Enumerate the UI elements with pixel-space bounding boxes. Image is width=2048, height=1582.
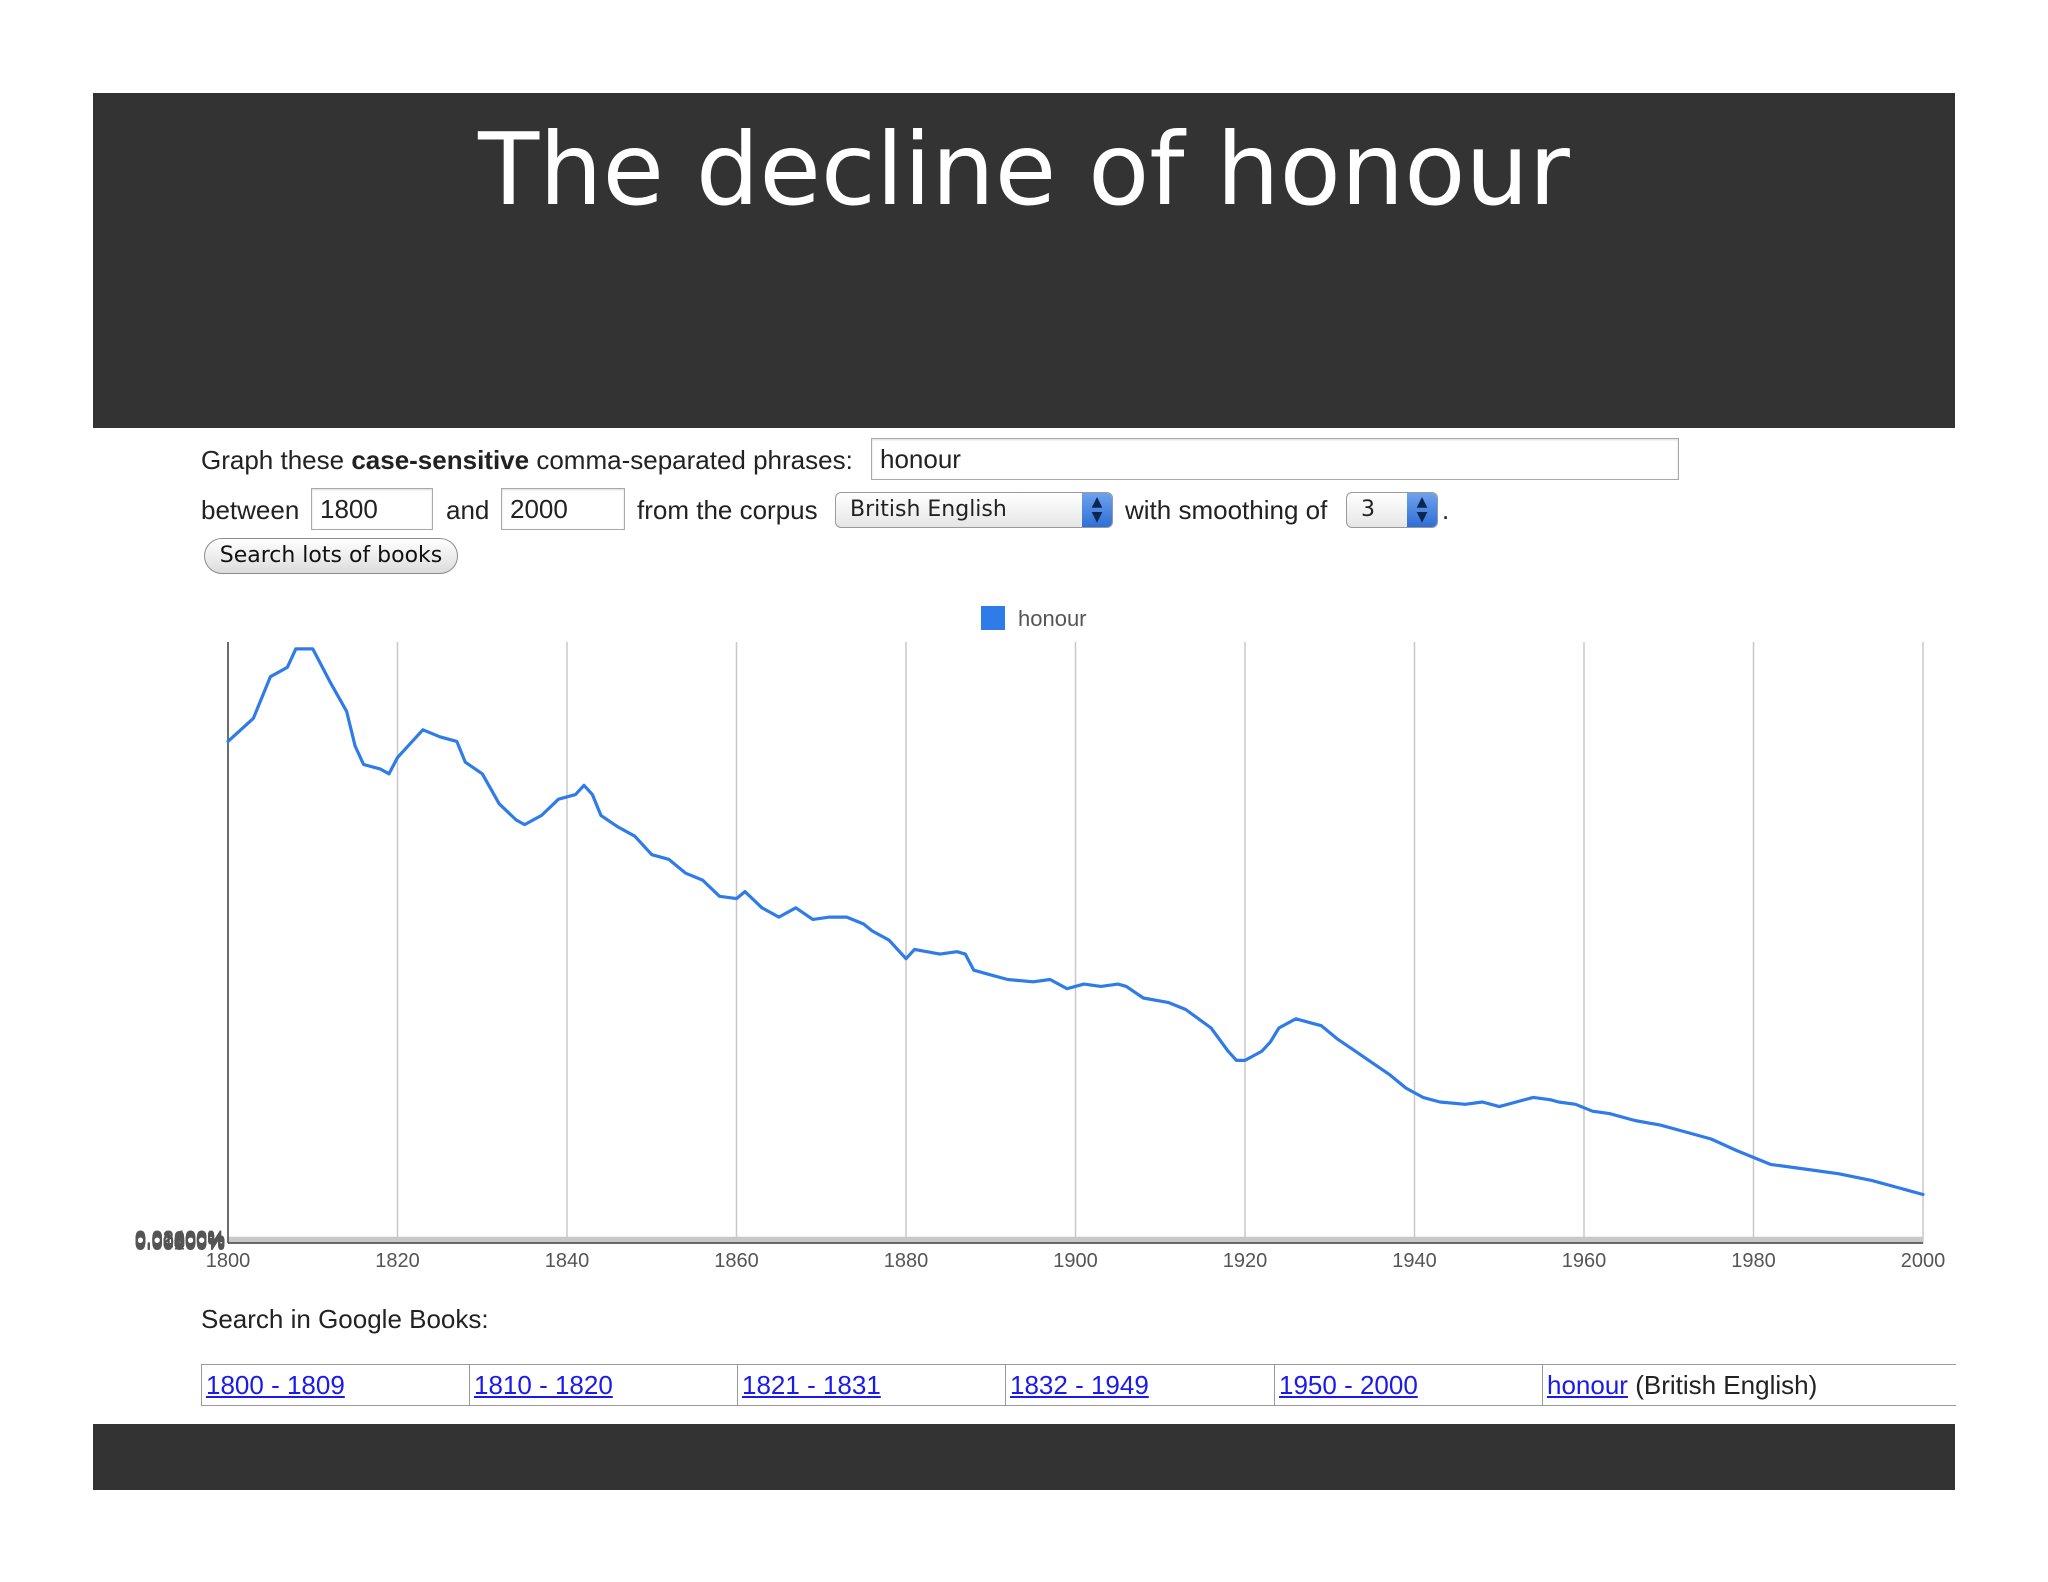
legend-swatch-honour [981,606,1005,630]
y-tick-label: 0.00400% [135,1232,225,1254]
chart-grid [227,642,1924,1244]
x-tick-label: 1800 [206,1250,251,1272]
phrases-input[interactable]: honour [871,438,1679,480]
x-tick-label: 1940 [1392,1250,1437,1272]
y-tick-label: 0.02200% [135,1228,225,1250]
gb-link-1810-1820[interactable]: 1810 - 1820 [474,1370,613,1400]
gb-query-suffix: (British English) [1627,1370,1818,1400]
chart-series [226,647,1925,1197]
corpus-select-value: British English [850,497,1007,522]
google-books-title: Search in Google Books: [201,1304,489,1334]
period-text: . [1442,495,1450,525]
y-tick-label: 0.02000% [135,1228,225,1250]
google-books-links: 1800 - 1809 1810 - 1820 1821 - 1831 1832… [201,1364,1956,1406]
footer-band [93,1424,1955,1490]
gb-link-1832-1949[interactable]: 1832 - 1949 [1010,1370,1149,1400]
graph-bold: case-sensitive [351,445,530,475]
corpus-select[interactable]: British English ▲ ▼ [835,492,1113,528]
corpus-label: from the corpus [637,495,818,525]
up-down-arrows-icon: ▲ ▼ [1407,493,1437,527]
x-tick-label: 1840 [545,1250,590,1272]
gb-link-1821-1831[interactable]: 1821 - 1831 [742,1370,881,1400]
gb-cell: 1810 - 1820 [469,1365,737,1405]
x-tick-label: 1920 [1223,1250,1268,1272]
gb-link-1950-2000[interactable]: 1950 - 2000 [1279,1370,1418,1400]
gb-link-1800-1809[interactable]: 1800 - 1809 [206,1370,345,1400]
series-line-honour [226,647,1925,1197]
gb-link-honour[interactable]: honour [1547,1370,1628,1400]
x-tick-label: 1820 [375,1250,420,1272]
y-tick-label: 0.01600% [135,1229,225,1251]
end-year-input[interactable]: 2000 [501,488,625,530]
gb-cell: 1821 - 1831 [737,1365,1005,1405]
smoothing-select[interactable]: 3 ▲ ▼ [1346,492,1438,528]
y-tick-label: 0.00800% [135,1231,225,1253]
y-tick-label: 0.00600% [135,1232,225,1254]
start-year-input[interactable]: 1800 [311,488,433,530]
up-down-arrows-icon: ▲ ▼ [1082,493,1112,527]
legend-label-honour: honour [1018,606,1087,631]
frequency-chart: 0.00000%0.00200%0.00400%0.00600%0.00800%… [135,606,1946,1272]
gb-cell: 1950 - 2000 [1274,1365,1542,1405]
y-tick-label: 0.01200% [135,1230,225,1252]
y-tick-label: 0.01400% [135,1230,225,1252]
x-tick-label: 1960 [1562,1250,1607,1272]
gb-cell: 1800 - 1809 [201,1365,469,1405]
title-band [93,93,1955,428]
x-axis-ticks: 1800 1820 1840 1860 1880 1900 1920 1940 1960 1980… [206,1250,1946,1272]
graph-suffix: comma-separated phrases: [529,445,853,475]
y-axis-ticks: 0.00000%0.00200%0.00400%0.00600%0.00800%… [135,1227,225,1255]
and-label: and [446,495,490,525]
smoothing-select-value: 3 [1361,497,1375,522]
smoothing-label: with smoothing of [1125,495,1328,525]
y-tick-label: 0.00200% [135,1233,225,1255]
y-tick-label: 0.01000% [135,1231,225,1253]
graph-prefix: Graph these [201,445,352,475]
search-books-button[interactable]: Search lots of books [204,538,458,574]
x-tick-label: 1860 [714,1250,759,1272]
slide-title: The decline of honour [478,111,1570,228]
y-tick-label: 0.01800% [135,1229,225,1251]
chart-legend: honour [981,606,1087,631]
between-label: between [201,495,300,525]
y-tick-label: 0.00000% [135,1233,225,1255]
x-tick-label: 1880 [884,1250,929,1272]
x-tick-label: 1980 [1731,1250,1776,1272]
gb-cell: honour (British English) [1542,1365,1956,1405]
gb-cell: 1832 - 1949 [1005,1365,1274,1405]
x-tick-label: 1900 [1053,1250,1098,1272]
x-tick-label: 2000 [1901,1250,1946,1272]
y-tick-label: 0.02400% [135,1227,225,1249]
graph-instruction: Graph these case-sensitive comma-separat… [201,438,853,482]
